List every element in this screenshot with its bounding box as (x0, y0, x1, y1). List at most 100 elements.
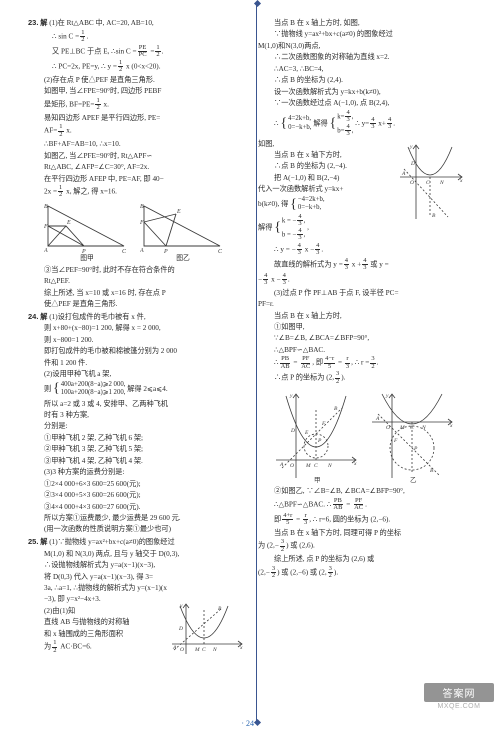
svg-text:A: A (279, 462, 284, 468)
r26e: , ∴ r = (351, 359, 369, 367)
q23-l1: (1)在 Rt△ABC 中, AC=20, AB=10, (49, 19, 154, 27)
q24-l19: (用一次函数的性质说明方案①最少也可) (28, 524, 246, 534)
q24-l5: 件和 1 200 件. (28, 358, 246, 368)
svg-text:P: P (163, 249, 168, 254)
q23-l10: ∴BF+AF=AB=10, ∴x=10. (28, 139, 246, 149)
r30a: 即 (274, 515, 281, 523)
r26c: , 即 (312, 359, 323, 367)
r17b: x − (303, 245, 314, 253)
svg-text:O: O (410, 180, 414, 186)
r33: 综上所述, 点 P 的坐标为 (2,6) 或 (258, 554, 466, 564)
frac-1-2f: 12 (58, 185, 63, 199)
svg-text:A: A (140, 248, 144, 254)
svg-text:O: O (180, 647, 184, 653)
graph-pair: Oxy AMN BC DE PF 甲 (272, 388, 466, 484)
r19c: . (288, 275, 290, 283)
svg-text:O: O (290, 463, 294, 469)
svg-text:F: F (393, 438, 398, 444)
r1: 当点 B 在 x 轴上方时, 如图, (258, 18, 466, 28)
svg-text:x: x (459, 178, 463, 184)
sys1-b: 100a+200(8−a)⩾1 200, (61, 389, 126, 397)
svg-text:F: F (44, 224, 48, 230)
frac-1-2b: 12 (155, 45, 160, 59)
svg-text:F: F (140, 220, 144, 226)
frac-pb-ab2: PBAB (332, 498, 343, 512)
frac-4-3h: 43 (315, 243, 320, 257)
q23-l2b: . (86, 33, 88, 41)
q25-l7: (2)由(1)知 (28, 606, 174, 616)
svg-text:B: B (432, 213, 436, 219)
q23-l14a: 2x = (44, 188, 57, 196)
q24-l15: ①2×4 000+6×3 600=25 600(元); (28, 479, 246, 489)
r26a: ∴ (274, 359, 279, 367)
frac-1-2d: 12 (95, 98, 100, 112)
svg-text:C: C (202, 647, 206, 653)
system-3-res: { k = −43, b = −43, (274, 214, 305, 242)
svg-text:A: A (172, 645, 177, 651)
r29a: ∴△BPF∽△BAC. ∴ (274, 500, 331, 508)
r9e: . (393, 119, 395, 127)
r18b: x + (350, 260, 361, 268)
q24-l12: ②甲种飞机 3 架, 乙种飞机 5 架; (28, 444, 246, 454)
q25-l10b: AC·BC=6. (58, 643, 91, 651)
r16a: 解得 (258, 223, 272, 231)
r28: ②如图乙, ∵∠B=∠B, ∠BCA=∠BFP=90°, (258, 486, 466, 496)
r26f: . (377, 359, 379, 367)
svg-text:A: A (401, 171, 406, 177)
frac-3-2e: 32 (328, 566, 333, 580)
r21: PF=r. (258, 299, 466, 309)
r19a: − (258, 275, 262, 283)
svg-text:E: E (176, 209, 181, 215)
q24-l4: 即打包成件的毛巾被和棉被篷分别为 2 000 (28, 346, 246, 356)
svg-text:N: N (327, 463, 332, 469)
q23-l5: (2)存在点 P 使△PEF 是直角三角形. (28, 75, 246, 85)
svg-text:F: F (321, 421, 326, 427)
svg-text:P: P (413, 446, 418, 452)
svg-text:O: O (386, 425, 390, 431)
figure-yi: BFA PEC 图乙 (140, 202, 226, 264)
r18a: 故直线的解析式为 y = (274, 260, 343, 268)
q24-l11: ①甲种飞机 2 架, 乙种飞机 6 架; (28, 433, 246, 443)
system-2: { 4=2k+b, 0=−k+b, (280, 115, 311, 132)
frac-3-2b: 32 (335, 371, 340, 385)
svg-text:B: B (218, 606, 222, 612)
page-number: · 24 · (0, 719, 500, 728)
svg-text:M: M (194, 647, 200, 653)
frac-pf-ac: PFAC (300, 356, 311, 370)
q24-l9: 时有 3 种方案, (28, 410, 246, 420)
q25-l2: M(1,0) 和 N(3,0) 两点, 且与 y 轴交于 D(0,3), (28, 549, 246, 559)
frac-4-3l: 43 (282, 273, 287, 287)
r26d: = (336, 359, 344, 367)
r30b: = (294, 515, 302, 523)
svg-text:B: B (140, 204, 144, 210)
q23-l9b: x. (65, 127, 72, 135)
svg-text:E: E (304, 430, 309, 436)
q23-l3a: 又 PE⊥BC 于点 E, ∴sin C = (52, 48, 137, 56)
q23-l13: 在平行四边形 AFEP 中, PE=AF, 即 40− (28, 174, 246, 184)
graph-pair-svg: Oxy AMN BC DE PF 甲 (272, 388, 454, 484)
r9d: x+ (377, 119, 386, 127)
svg-text:A: A (375, 416, 380, 422)
q23-l12: Rt△ABC, ∠AFP=∠C=30°, AF=2x. (28, 162, 246, 172)
r2: ∵抛物线 y=ax²+bx+c(a≠0) 的图象经过 (258, 29, 466, 39)
q25-label: 解 (40, 538, 47, 546)
sys2-b: 0=−k+b, (288, 124, 311, 132)
r26b: = (292, 359, 300, 367)
graph-pair-caption-r: 乙 (410, 476, 417, 484)
q23-l4b: x (0<x<20). (124, 63, 160, 71)
sys3rb: b = − (282, 231, 296, 238)
svg-text:P: P (317, 438, 322, 444)
r13: 把 A(−1,0) 和 B(2,−4) (258, 173, 394, 183)
svg-text:y: y (289, 393, 293, 399)
q24-l10: 分别是: (28, 421, 246, 431)
q24-l13: ③甲种飞机 4 架, 乙种飞机 4 架. (28, 456, 246, 466)
r27b: ). (341, 374, 345, 382)
q23-l7a: 是矩形, BF=PE= (44, 100, 94, 108)
q25-l3: ∴设抛物线解析式为 y=a(x−1)(x−3), (28, 560, 246, 570)
r22: 当点 B 在 x 轴上方时, (258, 311, 466, 321)
svg-text:B: B (44, 204, 48, 210)
q23-figures: BFA PEC 图甲 (44, 202, 246, 264)
q24-l7b: 解得 2⩽a⩽4. (127, 385, 167, 393)
frac-4r-5: 4−r5 (324, 356, 335, 370)
svg-text:A: A (44, 248, 48, 254)
